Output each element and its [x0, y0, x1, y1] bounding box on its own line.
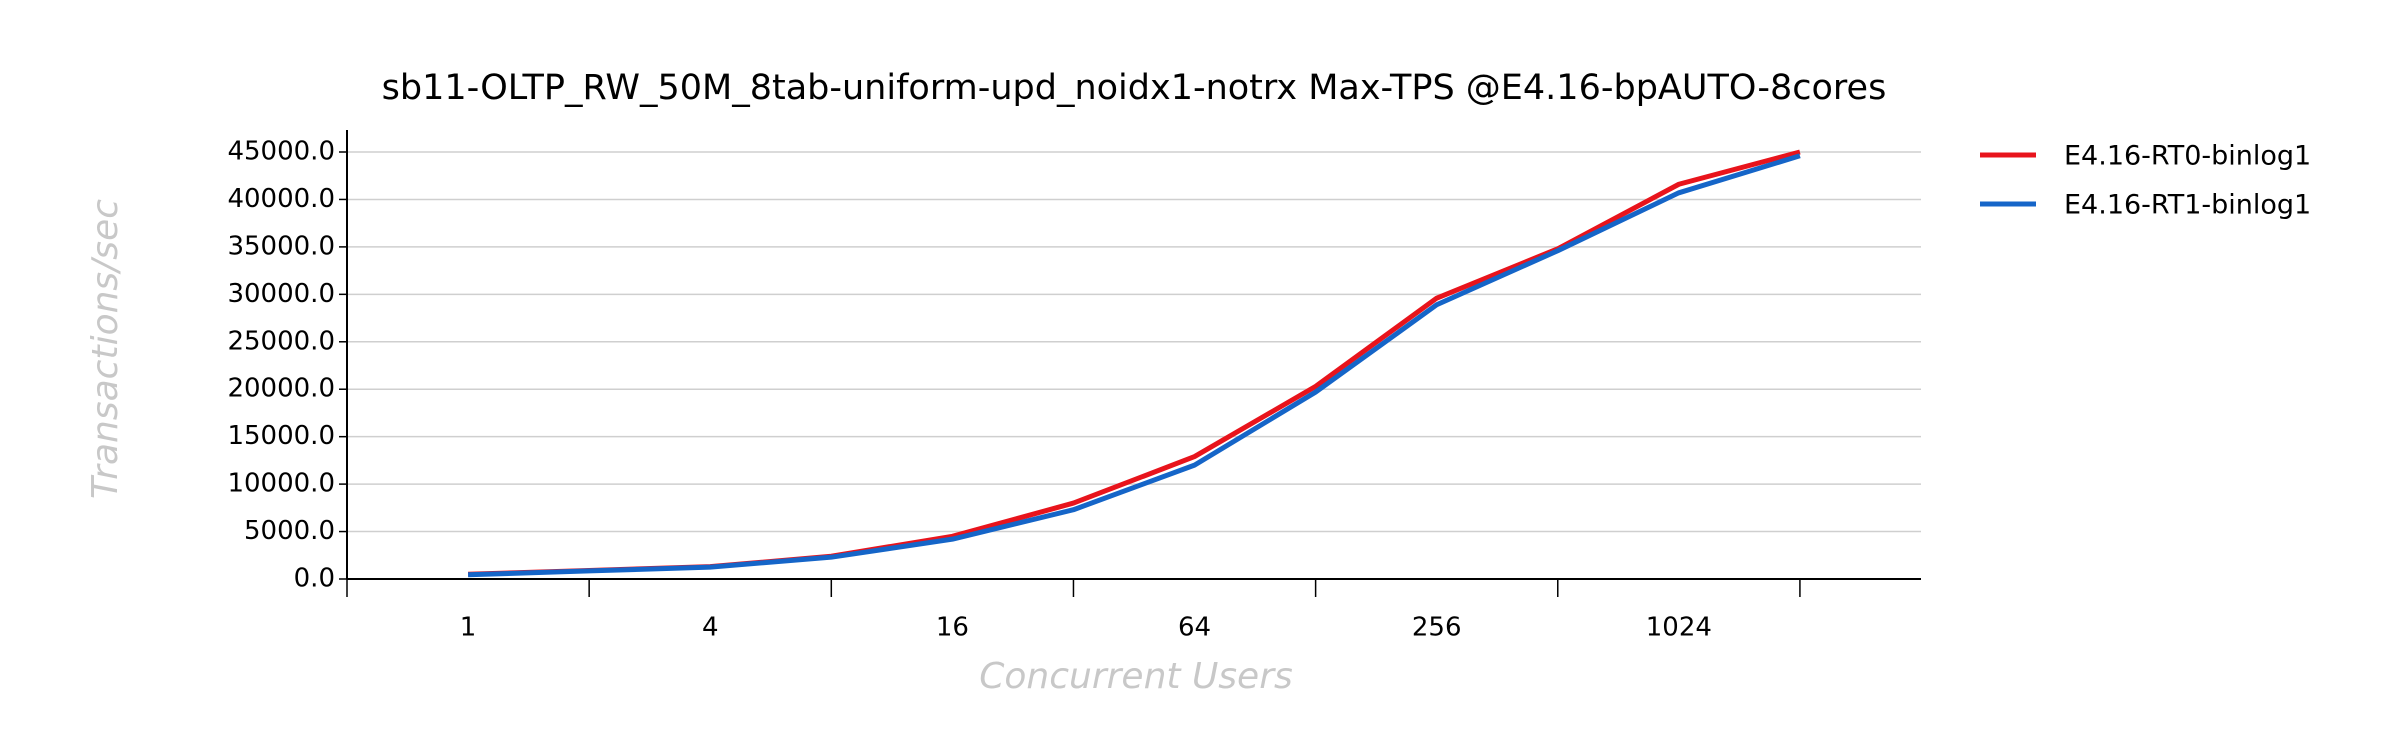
y-tick-label: 5000.0	[244, 516, 335, 546]
x-tick-label: 64	[1178, 613, 1211, 643]
y-axis-label: Transactions/sec	[85, 199, 126, 499]
y-tick-label: 35000.0	[227, 231, 335, 261]
x-axis-label: Concurrent Users	[979, 656, 1293, 697]
y-tick-label: 45000.0	[227, 137, 335, 167]
series-line	[467, 149, 1801, 577]
chart-title: sb11-OLTP_RW_50M_8tab-uniform-upd_noidx1…	[382, 68, 1887, 108]
y-tick-label: 0.0	[294, 564, 335, 594]
legend-label: E4.16-RT0-binlog1	[2064, 141, 2311, 172]
series-line	[467, 153, 1801, 578]
x-tick-label: 256	[1412, 613, 1462, 643]
legend-label: E4.16-RT1-binlog1	[2064, 190, 2311, 221]
y-tick-label: 15000.0	[227, 421, 335, 451]
x-tick-label: 4	[702, 613, 719, 643]
y-tick-label: 30000.0	[227, 279, 335, 309]
x-tick-label: 16	[936, 613, 969, 643]
y-tick-label: 20000.0	[227, 374, 335, 404]
x-tick-label: 1024	[1646, 613, 1712, 643]
y-tick-label: 25000.0	[227, 326, 335, 356]
x-tick-label: 1	[460, 613, 477, 643]
y-tick-label: 10000.0	[227, 469, 335, 499]
y-tick-label: 40000.0	[227, 184, 335, 214]
